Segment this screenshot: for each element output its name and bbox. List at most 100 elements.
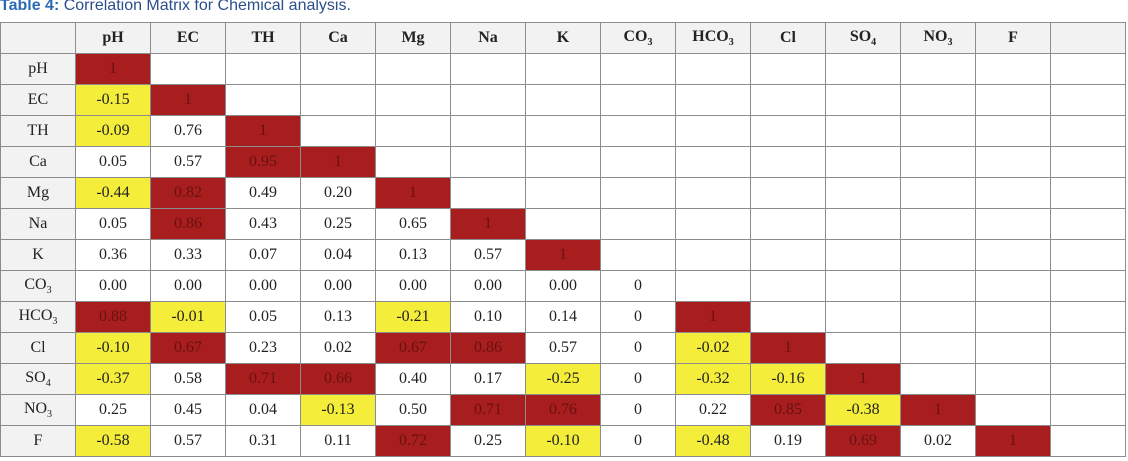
matrix-cell — [225, 84, 301, 116]
row-header: TH — [0, 115, 76, 147]
matrix-cell: 0.57 — [525, 332, 601, 364]
matrix-cell: 0.82 — [150, 177, 226, 209]
empty-cell — [1050, 239, 1126, 271]
row-header: NO3 — [0, 394, 76, 426]
matrix-cell — [750, 301, 826, 333]
matrix-cell — [675, 53, 751, 85]
matrix-cell: 0.85 — [750, 394, 826, 426]
column-header: Mg — [375, 22, 451, 54]
matrix-cell: 0.00 — [525, 270, 601, 302]
matrix-cell — [525, 84, 601, 116]
matrix-cell — [900, 363, 976, 395]
matrix-cell: 1 — [525, 239, 601, 271]
matrix-cell — [900, 239, 976, 271]
matrix-cell — [675, 146, 751, 178]
matrix-cell — [900, 84, 976, 116]
empty-cell — [1050, 53, 1126, 85]
matrix-cell — [300, 53, 376, 85]
row-header-text: Ca — [29, 153, 47, 170]
matrix-cell — [675, 239, 751, 271]
matrix-cell: 0.31 — [225, 425, 301, 457]
row-header-text: HCO — [18, 307, 53, 324]
matrix-cell — [900, 53, 976, 85]
row-header-text: NO — [23, 400, 48, 417]
matrix-cell — [975, 332, 1051, 364]
matrix-cell — [375, 53, 451, 85]
matrix-cell: 0.69 — [825, 425, 901, 457]
matrix-cell — [975, 239, 1051, 271]
matrix-cell: 0.05 — [75, 208, 151, 240]
matrix-cell — [450, 53, 526, 85]
matrix-cell — [975, 177, 1051, 209]
matrix-cell — [750, 84, 826, 116]
matrix-cell — [900, 177, 976, 209]
table-row: K 0.36 0.33 0.07 0.04 0.13 0.57 1 — [0, 239, 1126, 271]
matrix-cell: 0.17 — [450, 363, 526, 395]
column-header-subscript: 3 — [647, 37, 653, 48]
empty-cell — [1050, 208, 1126, 240]
matrix-cell: 1 — [900, 394, 976, 426]
matrix-cell: 0.67 — [150, 332, 226, 364]
matrix-cell — [450, 84, 526, 116]
matrix-cell: 0.33 — [150, 239, 226, 271]
matrix-cell: 0.13 — [300, 301, 376, 333]
empty-cell — [1050, 146, 1126, 178]
matrix-cell: 0.72 — [375, 425, 451, 457]
matrix-cell — [600, 177, 676, 209]
column-header-text: Cl — [780, 29, 796, 46]
column-header: NO3 — [900, 22, 976, 54]
correlation-matrix-table: pH EC TH Ca Mg Na K CO3 HCO3 Cl SO4 NO3 F pH 1 EC -0.15… — [0, 22, 1126, 457]
row-header: pH — [0, 53, 76, 85]
matrix-cell — [450, 177, 526, 209]
table-row: CO3 0.00 0.00 0.00 0.00 0.00 0.00 0.00 0 — [0, 270, 1126, 302]
matrix-cell: 0.20 — [300, 177, 376, 209]
row-header: Cl — [0, 332, 76, 364]
row-header: Mg — [0, 177, 76, 209]
row-header-text: CO — [24, 276, 47, 293]
matrix-cell: -0.01 — [150, 301, 226, 333]
matrix-cell — [900, 208, 976, 240]
matrix-cell: 0.04 — [300, 239, 376, 271]
table-row: Cl -0.10 0.67 0.23 0.02 0.67 0.86 0.57 0 -0.02 1 — [0, 332, 1126, 364]
matrix-cell: -0.37 — [75, 363, 151, 395]
matrix-cell — [825, 115, 901, 147]
table-row: Ca 0.05 0.57 0.95 1 — [0, 146, 1126, 178]
corner-cell — [0, 22, 76, 54]
empty-cell — [1050, 425, 1126, 457]
matrix-cell — [975, 394, 1051, 426]
column-header-text: NO — [923, 28, 948, 45]
row-header: CO3 — [0, 270, 76, 302]
matrix-cell: -0.16 — [750, 363, 826, 395]
matrix-cell: 1 — [825, 363, 901, 395]
matrix-cell: 0.25 — [450, 425, 526, 457]
matrix-cell — [525, 115, 601, 147]
matrix-cell — [900, 270, 976, 302]
matrix-cell: 0.66 — [300, 363, 376, 395]
matrix-cell: -0.32 — [675, 363, 751, 395]
table-row: TH -0.09 0.76 1 — [0, 115, 1126, 147]
matrix-cell: 0.02 — [900, 425, 976, 457]
matrix-cell — [375, 84, 451, 116]
matrix-cell: 0.40 — [375, 363, 451, 395]
column-header-text: EC — [176, 29, 200, 46]
matrix-cell — [300, 115, 376, 147]
column-header-text: Na — [478, 29, 498, 46]
matrix-cell — [675, 84, 751, 116]
empty-cell — [1050, 270, 1126, 302]
header-row: pH EC TH Ca Mg Na K CO3 HCO3 Cl SO4 NO3 F — [0, 22, 1126, 54]
matrix-cell — [975, 115, 1051, 147]
matrix-cell: 1 — [75, 53, 151, 85]
matrix-cell: -0.10 — [75, 332, 151, 364]
row-header-text: SO — [25, 369, 46, 386]
matrix-cell: -0.15 — [75, 84, 151, 116]
row-header-text: K — [32, 246, 44, 263]
matrix-cell: -0.38 — [825, 394, 901, 426]
matrix-cell: -0.44 — [75, 177, 151, 209]
matrix-cell: 0.57 — [150, 425, 226, 457]
matrix-cell — [975, 53, 1051, 85]
column-header: HCO3 — [675, 22, 751, 54]
matrix-cell — [750, 208, 826, 240]
matrix-cell: 0.23 — [225, 332, 301, 364]
column-header: Cl — [750, 22, 826, 54]
matrix-cell: 0.14 — [525, 301, 601, 333]
